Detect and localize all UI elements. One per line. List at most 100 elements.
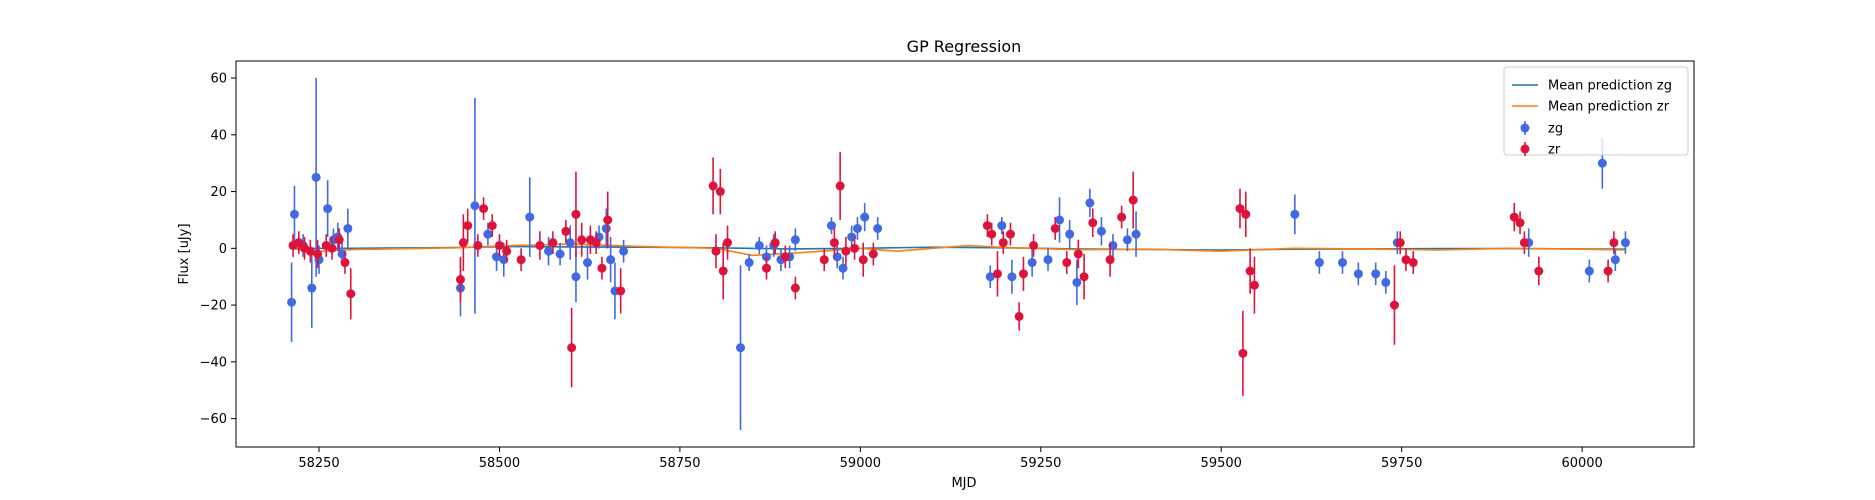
- point-zr: [762, 263, 772, 273]
- y-tick-label: −60: [200, 412, 227, 427]
- point-zg: [1620, 238, 1630, 248]
- point-zg: [754, 240, 764, 250]
- point-zg: [1007, 272, 1017, 282]
- point-zg: [1131, 229, 1141, 239]
- point-zr: [858, 255, 868, 265]
- point-zg: [1096, 226, 1106, 236]
- point-zg: [1337, 258, 1347, 268]
- legend: Mean prediction zg Mean prediction zr zg zr: [1503, 66, 1689, 158]
- point-zr: [1609, 238, 1619, 248]
- point-zr: [1519, 238, 1529, 248]
- point-zr: [1117, 212, 1127, 222]
- point-zr: [567, 343, 577, 353]
- point-zg: [343, 223, 353, 233]
- legend-label: zr: [1548, 143, 1561, 158]
- errorbar-series: [287, 78, 1630, 430]
- point-zg: [852, 223, 862, 233]
- point-zr: [1401, 255, 1411, 265]
- point-zg: [1381, 277, 1391, 287]
- x-tick-label: 60000: [1561, 456, 1602, 471]
- point-zr: [1088, 218, 1098, 228]
- point-zg: [307, 283, 317, 293]
- point-zr: [455, 275, 465, 285]
- point-zr: [1050, 223, 1060, 233]
- point-zr: [711, 246, 721, 256]
- point-zr: [992, 269, 1002, 279]
- point-zg: [544, 246, 554, 256]
- point-zg: [555, 249, 565, 259]
- point-zr: [829, 238, 839, 248]
- point-zg: [571, 272, 581, 282]
- point-zg: [565, 238, 575, 248]
- point-zr: [1238, 348, 1248, 358]
- point-zg: [583, 258, 593, 268]
- point-zr: [1005, 229, 1015, 239]
- point-zg: [619, 246, 629, 256]
- point-zg: [1065, 229, 1075, 239]
- point-zr: [841, 246, 851, 256]
- plot-frame: [235, 60, 1695, 448]
- point-zr: [1029, 240, 1039, 250]
- point-zg: [997, 221, 1007, 231]
- y-ticks: −60 −40 −20 0 20 40 60: [200, 72, 236, 427]
- point-zr: [998, 238, 1008, 248]
- point-zr: [577, 235, 587, 245]
- point-zg: [860, 212, 870, 222]
- point-zr: [982, 221, 992, 231]
- point-zr: [868, 249, 878, 259]
- point-zr: [718, 266, 728, 276]
- point-zr: [305, 246, 315, 256]
- point-zr: [850, 243, 860, 253]
- legend-label: zg: [1548, 122, 1563, 137]
- point-zr: [1603, 266, 1613, 276]
- point-zg: [1314, 258, 1324, 268]
- point-zr: [591, 238, 601, 248]
- point-zr: [458, 238, 468, 248]
- y-axis-label: Flux [uJy]: [177, 223, 192, 284]
- point-zr: [1014, 311, 1024, 321]
- point-zr: [473, 240, 483, 250]
- point-zg: [826, 221, 836, 231]
- point-zr: [603, 215, 613, 225]
- point-zr: [819, 255, 829, 265]
- point-zr: [561, 226, 571, 236]
- point-zr: [313, 249, 323, 259]
- point-zr: [723, 238, 733, 248]
- y-tick-label: −40: [200, 355, 227, 370]
- point-zg: [1371, 269, 1381, 279]
- point-zg: [1353, 269, 1363, 279]
- point-zr: [340, 258, 350, 268]
- point-zr: [1062, 258, 1072, 268]
- point-zr: [516, 255, 526, 265]
- point-zg: [744, 258, 754, 268]
- mean-line-zg: [291, 245, 1626, 251]
- x-tick-label: 58250: [298, 456, 339, 471]
- x-ticks: 58250 58500 58750 59000 59250 59500 59750 60000: [298, 447, 1603, 471]
- point-zr: [494, 240, 504, 250]
- point-zr: [1128, 195, 1138, 205]
- point-zg: [287, 297, 297, 307]
- point-zr: [327, 243, 337, 253]
- point-zg: [1610, 255, 1620, 265]
- point-zr: [548, 238, 558, 248]
- point-zr: [1395, 238, 1405, 248]
- point-zr: [479, 204, 489, 214]
- point-zg: [1085, 198, 1095, 208]
- point-zr: [835, 181, 845, 191]
- point-zg: [838, 263, 848, 273]
- point-zg: [873, 223, 883, 233]
- point-zr: [1105, 255, 1115, 265]
- chart-title: GP Regression: [907, 37, 1022, 56]
- plot-area: [236, 61, 1694, 447]
- point-zr: [1245, 266, 1255, 276]
- point-zr: [294, 238, 304, 248]
- point-zg: [601, 223, 611, 233]
- point-zg: [311, 172, 321, 182]
- point-zr: [502, 246, 512, 256]
- point-zr: [597, 263, 607, 273]
- point-zg: [470, 201, 480, 211]
- legend-label: Mean prediction zg: [1548, 79, 1672, 94]
- point-zr: [487, 221, 497, 231]
- point-zr: [770, 238, 780, 248]
- point-zr: [1018, 269, 1028, 279]
